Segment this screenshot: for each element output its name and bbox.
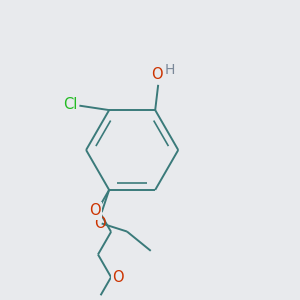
Text: O: O — [112, 270, 124, 285]
Text: Cl: Cl — [63, 97, 77, 112]
Text: O: O — [151, 68, 163, 82]
Text: H: H — [164, 63, 175, 77]
Text: O: O — [89, 203, 101, 218]
Text: O: O — [94, 216, 106, 231]
